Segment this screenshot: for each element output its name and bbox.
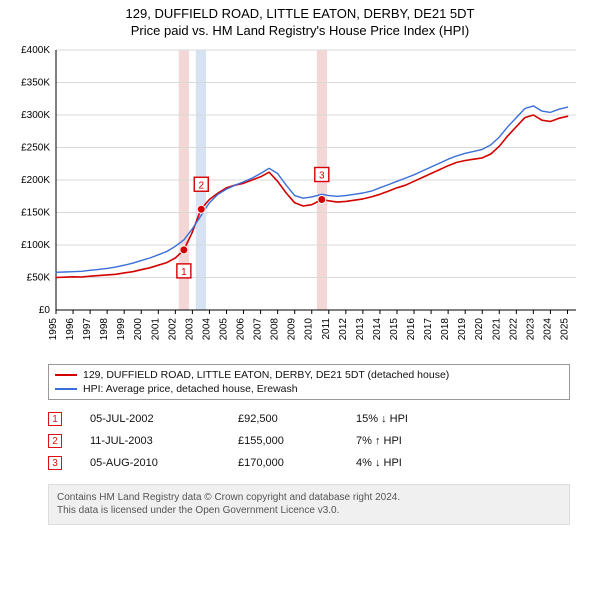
- x-tick-label: 2011: [321, 317, 332, 339]
- title-line-1: 129, DUFFIELD ROAD, LITTLE EATON, DERBY,…: [0, 6, 600, 23]
- x-tick-label: 2006: [236, 317, 247, 340]
- x-tick-label: 2008: [270, 317, 281, 340]
- attribution-line-2: This data is licensed under the Open Gov…: [57, 504, 561, 518]
- x-tick-label: 2012: [338, 317, 349, 340]
- marker-badge-number: 1: [181, 267, 187, 278]
- y-tick-label: £300K: [21, 110, 50, 121]
- marker-row-badge: 3: [48, 456, 62, 470]
- x-tick-label: 2001: [150, 317, 161, 340]
- marker-row: 1 05-JUL-2002 £92,500 15% ↓ HPI: [48, 408, 570, 430]
- y-tick-label: £100K: [21, 240, 50, 251]
- y-tick-label: £350K: [21, 77, 50, 88]
- y-tick-label: £150K: [21, 207, 50, 218]
- y-tick-label: £200K: [21, 175, 50, 186]
- x-tick-label: 2002: [167, 317, 178, 340]
- x-tick-label: 2025: [559, 317, 570, 340]
- x-tick-label: 2023: [525, 317, 536, 340]
- marker-row-delta: 15% ↓ HPI: [356, 413, 446, 425]
- y-tick-label: £400K: [21, 45, 50, 56]
- title-line-2: Price paid vs. HM Land Registry's House …: [0, 23, 600, 40]
- marker-row: 3 05-AUG-2010 £170,000 4% ↓ HPI: [48, 452, 570, 474]
- marker-row-badge: 1: [48, 412, 62, 426]
- marker-table: 1 05-JUL-2002 £92,500 15% ↓ HPI 2 11-JUL-2003…: [48, 408, 570, 474]
- x-tick-label: 1999: [116, 317, 127, 340]
- marker-badge-number: 2: [198, 180, 204, 191]
- x-tick-label: 2007: [253, 317, 264, 340]
- y-tick-label: £50K: [27, 272, 51, 283]
- marker-row-date: 11-JUL-2003: [90, 435, 210, 447]
- x-tick-label: 2013: [355, 317, 366, 340]
- x-tick-label: 2004: [201, 317, 212, 340]
- marker-row-delta: 4% ↓ HPI: [356, 457, 446, 469]
- chart-svg: £0 £50K £100K £150K £200K £250K £300K £350K £400…: [0, 40, 600, 360]
- page-container: 129, DUFFIELD ROAD, LITTLE EATON, DERBY,…: [0, 0, 600, 525]
- x-tick-label: 2005: [218, 317, 229, 340]
- y-tick-label: £250K: [21, 142, 50, 153]
- marker-row-date: 05-AUG-2010: [90, 457, 210, 469]
- x-tick-label: 1995: [48, 317, 59, 340]
- x-tick-label: 2022: [508, 317, 519, 340]
- legend-row: HPI: Average price, detached house, Erew…: [55, 382, 563, 396]
- x-tick-label: 1998: [99, 317, 110, 340]
- legend-label: HPI: Average price, detached house, Erew…: [83, 383, 298, 395]
- x-tick-label: 2020: [474, 317, 485, 340]
- marker-dot: [197, 205, 205, 213]
- x-tick-label: 2000: [133, 317, 144, 340]
- legend-label: 129, DUFFIELD ROAD, LITTLE EATON, DERBY,…: [83, 369, 449, 381]
- x-tick-label: 2016: [406, 317, 417, 340]
- chart-titles: 129, DUFFIELD ROAD, LITTLE EATON, DERBY,…: [0, 0, 600, 40]
- x-tick-label: 2024: [542, 317, 553, 340]
- x-tick-label: 2015: [389, 317, 400, 340]
- x-tick-label: 2003: [184, 317, 195, 340]
- legend-swatch: [55, 388, 77, 390]
- marker-row-badge: 2: [48, 434, 62, 448]
- y-tick-label: £0: [39, 305, 51, 316]
- attribution: Contains HM Land Registry data © Crown c…: [48, 484, 570, 525]
- marker-row-price: £155,000: [238, 435, 328, 447]
- marker-row: 2 11-JUL-2003 £155,000 7% ↑ HPI: [48, 430, 570, 452]
- attribution-line-1: Contains HM Land Registry data © Crown c…: [57, 491, 561, 505]
- x-tick-label: 2017: [423, 317, 434, 340]
- legend-row: 129, DUFFIELD ROAD, LITTLE EATON, DERBY,…: [55, 368, 563, 382]
- legend-swatch: [55, 374, 77, 376]
- x-tick-label: 2010: [304, 317, 315, 340]
- x-tick-label: 1997: [82, 317, 93, 340]
- x-tick-label: 2019: [457, 317, 468, 340]
- x-tick-label: 2021: [491, 317, 502, 340]
- x-tick-label: 2014: [372, 317, 383, 340]
- marker-badge-number: 3: [319, 170, 325, 181]
- marker-row-price: £170,000: [238, 457, 328, 469]
- x-tick-label: 1996: [65, 317, 76, 340]
- chart-area: £0 £50K £100K £150K £200K £250K £300K £350K £400…: [0, 40, 600, 360]
- marker-dot: [180, 246, 188, 254]
- legend: 129, DUFFIELD ROAD, LITTLE EATON, DERBY,…: [48, 364, 570, 400]
- x-tick-label: 2009: [287, 317, 298, 340]
- marker-dot: [318, 195, 326, 203]
- marker-row-delta: 7% ↑ HPI: [356, 435, 446, 447]
- x-tick-label: 2018: [440, 317, 451, 340]
- marker-row-price: £92,500: [238, 413, 328, 425]
- marker-row-date: 05-JUL-2002: [90, 413, 210, 425]
